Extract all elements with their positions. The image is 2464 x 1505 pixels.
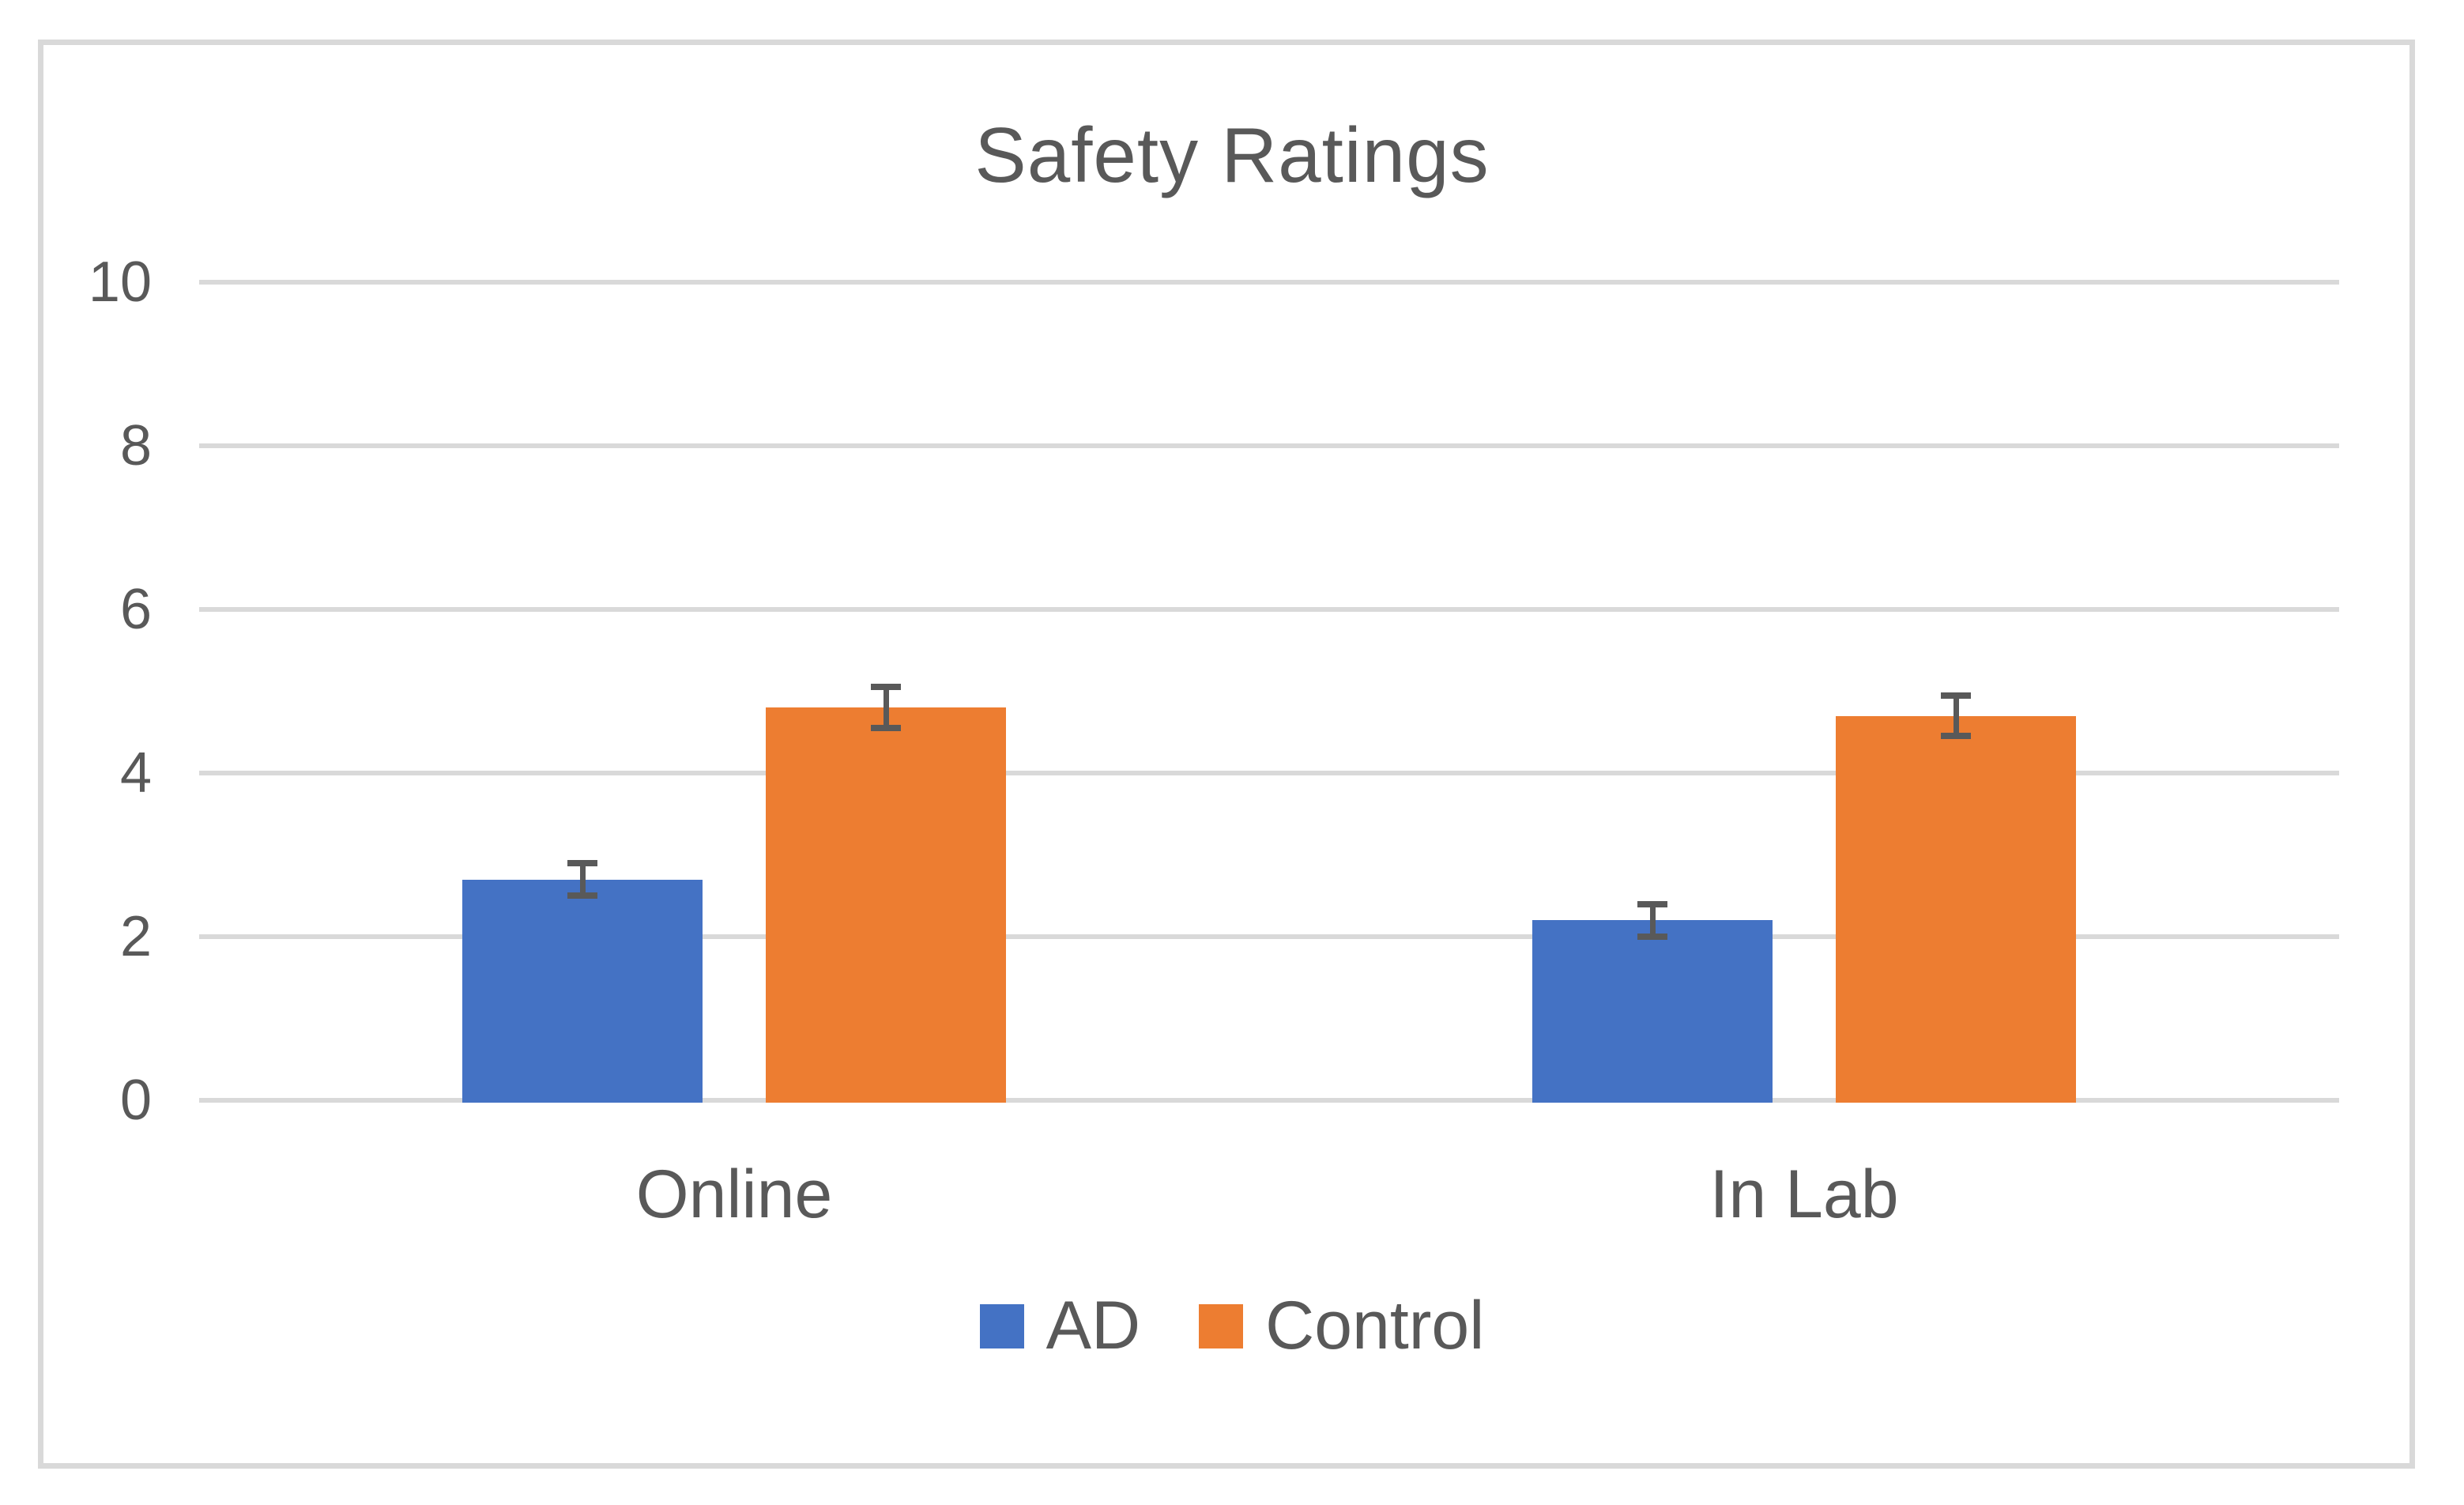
legend-swatch-ad (979, 1303, 1024, 1348)
gridline-y-8 (199, 443, 2339, 448)
bar-online-ad (462, 879, 703, 1103)
error-bar-in-lab-ad-cap-top (1637, 900, 1667, 907)
error-bar-online-control-line (883, 687, 889, 729)
error-bar-in-lab-ad-cap-bottom (1637, 934, 1667, 940)
legend-label-ad: AD (1046, 1288, 1141, 1364)
gridline-y-10 (199, 280, 2339, 285)
legend: AD Control (0, 1287, 2464, 1365)
category-label-online: Online (635, 1156, 833, 1232)
y-axis-tick-label-10: 10 (88, 251, 152, 314)
legend-label-control: Control (1265, 1288, 1485, 1364)
gridline-y-6 (199, 607, 2339, 612)
error-bar-online-ad-cap-top (567, 859, 597, 866)
gridline-y-0 (199, 1098, 2339, 1103)
y-axis-tick-label-4: 4 (119, 741, 152, 805)
bar-in-lab-control (1836, 715, 2076, 1103)
error-bar-online-ad-cap-bottom (567, 892, 597, 900)
y-axis-tick-label-0: 0 (119, 1069, 152, 1132)
y-axis-tick-label-8: 8 (119, 414, 152, 477)
gridline-y-4 (199, 771, 2339, 775)
error-bar-in-lab-ad-line (1649, 903, 1656, 937)
error-bar-in-lab-control-cap-top (1941, 692, 1971, 699)
category-label-in-lab: In Lab (1709, 1156, 1899, 1232)
legend-item-control: Control (1199, 1287, 1484, 1365)
error-bar-online-control-cap-top (871, 684, 901, 691)
legend-swatch-control (1199, 1303, 1244, 1348)
bar-online-control (766, 707, 1006, 1103)
error-bar-online-control-cap-bottom (871, 725, 901, 732)
bar-in-lab-ad (1532, 920, 1773, 1103)
chart-title: Safety Ratings (974, 111, 1490, 198)
gridline-y-2 (199, 934, 2339, 939)
y-axis-tick-label-6: 6 (119, 578, 152, 641)
legend-item-ad: AD (979, 1287, 1141, 1365)
error-bar-online-ad-line (579, 862, 586, 896)
error-bar-in-lab-control-cap-bottom (1941, 733, 1971, 740)
error-bar-in-lab-control-line (1953, 695, 1959, 737)
y-axis-tick-label-2: 2 (119, 905, 152, 968)
